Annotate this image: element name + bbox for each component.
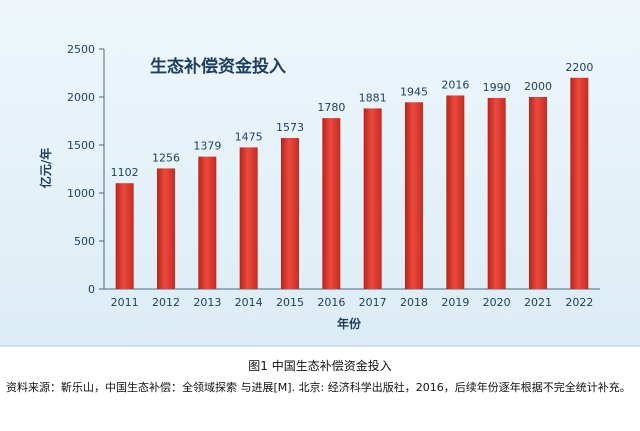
bar-2014 (239, 147, 258, 289)
y-tick-label-3: 1500 (67, 139, 95, 152)
x-tick-label-2013: 2013 (193, 296, 221, 309)
x-tick-label-2015: 2015 (276, 296, 304, 309)
bar-2022 (570, 77, 589, 289)
y-tick-label-0: 0 (88, 283, 95, 296)
data-label-2017: 1881 (359, 91, 387, 104)
data-label-2012: 1256 (152, 151, 180, 164)
y-tick-label-5: 2500 (67, 43, 95, 56)
data-label-2022: 2200 (565, 61, 593, 74)
x-axis-label: 年份 (337, 316, 362, 331)
x-tick-label-2020: 2020 (483, 296, 511, 309)
x-tick-label-2011: 2011 (111, 296, 139, 309)
bar-2018 (405, 102, 423, 289)
data-label-2016: 1780 (317, 101, 345, 114)
bar-2013 (198, 156, 217, 289)
x-tick-label-2018: 2018 (400, 296, 428, 309)
x-tick-label-2016: 2016 (317, 296, 345, 309)
data-label-2020: 1990 (483, 81, 511, 94)
data-label-2011: 1102 (111, 166, 139, 179)
bar-2015 (281, 137, 299, 289)
y-tick-label-4: 2000 (67, 91, 95, 104)
bar-2011 (115, 183, 134, 289)
x-tick-label-2014: 2014 (235, 296, 263, 309)
data-label-2015: 1573 (276, 121, 304, 134)
x-tick-label-2012: 2012 (152, 296, 180, 309)
chart-title: 生态补偿资金投入 (150, 56, 286, 77)
bar-2020 (487, 97, 506, 290)
figure-caption: 图1 中国生态补偿资金投入 (248, 359, 392, 373)
bar-2017 (363, 108, 382, 289)
bar-2016 (322, 118, 341, 290)
x-tick-label-2019: 2019 (441, 296, 469, 309)
y-tick-label-1: 500 (74, 235, 95, 248)
x-tick-label-2021: 2021 (524, 296, 552, 309)
bar-2019 (446, 95, 465, 290)
data-label-2013: 1379 (193, 140, 221, 153)
bar-2021 (529, 97, 547, 289)
y-tick-label-2: 1000 (67, 187, 95, 200)
x-tick-label-2017: 2017 (359, 296, 387, 309)
data-label-2019: 2016 (441, 78, 469, 91)
bar-chart: 生态补偿资金投入 亿元/年 年份 0 500 1000 1500 2000 2500 110… (38, 43, 600, 331)
divider (0, 345, 640, 347)
x-tick-label-2022: 2022 (565, 296, 593, 309)
source-note: 资料来源：靳乐山，中国生态补偿：全领域探索 与进展[M]. 北京: 经济科学出版… (6, 381, 631, 394)
data-label-2014: 1475 (235, 130, 263, 143)
figure-panel: 生态补偿资金投入 亿元/年 年份 0 500 1000 1500 2000 2500 110… (0, 0, 640, 345)
bar-2012 (157, 168, 175, 289)
y-axis-label: 亿元/年 (38, 148, 53, 188)
data-label-2018: 1945 (400, 85, 428, 98)
data-label-2021: 2000 (524, 80, 552, 93)
